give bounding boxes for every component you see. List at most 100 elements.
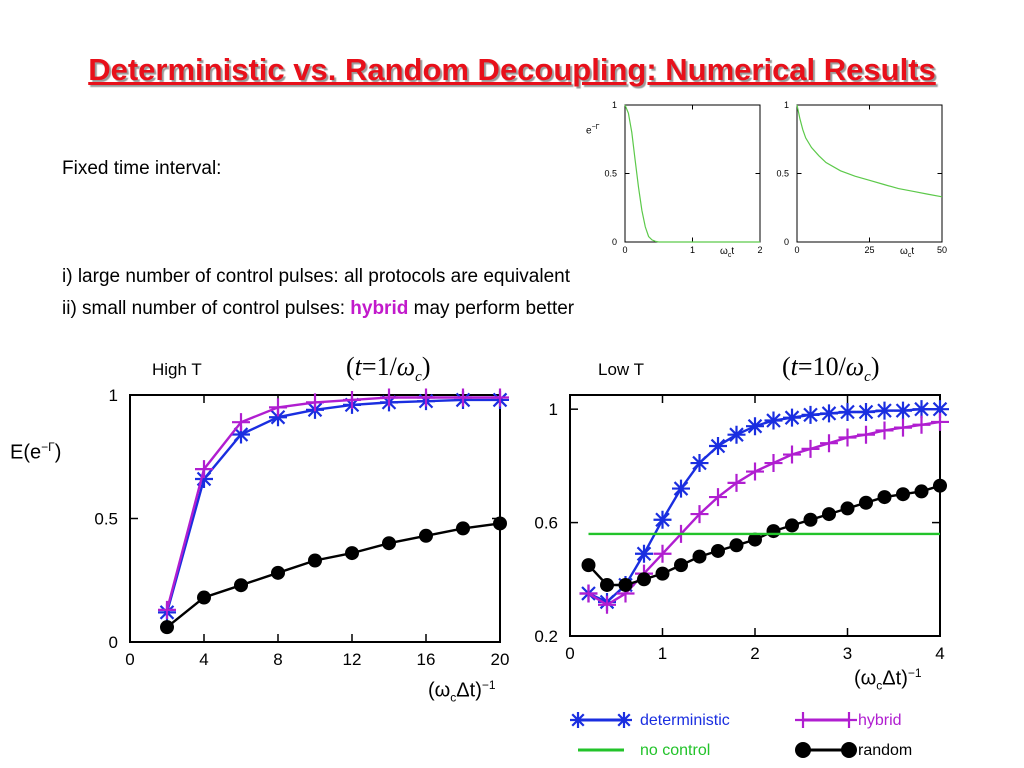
main-right-random-point — [748, 532, 762, 547]
main-right-deterministic-point — [857, 403, 875, 422]
inset-x-label-sub: c — [907, 252, 912, 259]
main-right-deterministic-point — [912, 400, 931, 419]
high-t-label: High T — [152, 360, 202, 379]
main-left-x-tick-label: 4 — [199, 650, 208, 669]
main-right-random-point — [859, 495, 873, 510]
main-left-hybrid-point — [454, 388, 472, 407]
main-left-deterministic-line — [165, 398, 500, 613]
fixed-time-text: Fixed time interval: — [62, 158, 222, 179]
point-ii-post: may perform better — [408, 298, 575, 319]
main-left-hybrid-point — [232, 413, 250, 432]
main-right-x-tick-label: 4 — [935, 644, 944, 663]
main-right-random-point — [822, 507, 836, 522]
inset-left-x-tick-label: 2 — [757, 245, 762, 255]
legend-deterministic-label: deterministic — [640, 712, 730, 729]
main-left-random-point — [493, 516, 507, 531]
main-right-hybrid-point — [820, 434, 838, 453]
main-left-x-tick-label: 16 — [417, 650, 436, 669]
main-right-hybrid-point — [746, 462, 764, 481]
x-axis-label-sub: c — [876, 678, 883, 693]
formula-omega: ω — [396, 352, 416, 381]
main-left-hybrid-point — [158, 600, 176, 619]
main-right-deterministic-point — [894, 401, 912, 420]
main-left-random-point — [345, 546, 359, 561]
main-right-deterministic-point — [875, 401, 894, 420]
main-right-hybrid-point — [931, 412, 949, 431]
main-left-random-point — [308, 553, 322, 568]
formula-sub: c — [415, 369, 422, 386]
main-right-random-point — [637, 572, 651, 587]
inset-right-y-tick-label: 1 — [784, 100, 789, 110]
main-right-deterministic-point — [746, 417, 764, 436]
inset-y-label-main: e — [586, 125, 592, 137]
main-right-random-point — [600, 577, 614, 592]
inset-left-x-tick-label: 1 — [690, 245, 695, 255]
main-right-random-point — [766, 524, 781, 539]
main-right-deterministic-point — [801, 405, 820, 424]
main-right-hybrid-point — [690, 505, 709, 524]
main-left-hybrid-point — [491, 388, 509, 407]
main-right-random-point — [803, 512, 818, 527]
x-axis-label-rest: Δt) — [882, 667, 908, 690]
main-right-y-tick-label: 0.2 — [534, 627, 558, 646]
main-right-y-tick-label: 1 — [549, 400, 558, 419]
y-axis-label-sup: −Γ — [41, 440, 55, 454]
x-axis-label-rest: Δt) — [456, 679, 482, 702]
main-right-random-point — [581, 558, 596, 573]
formula-omega: ω — [845, 352, 865, 381]
y-axis-label-close: ) — [54, 441, 62, 464]
y-axis-label: E(e−Γ) — [10, 440, 61, 465]
main-left-random-point — [419, 528, 433, 543]
main-right-hybrid-point — [579, 584, 598, 603]
inset-x-axis-label-right: ωct — [900, 246, 914, 259]
main-right-random-point — [692, 549, 707, 564]
inset-x-axis-label-left: ωct — [720, 246, 734, 259]
main-right-hybrid-point — [598, 595, 616, 614]
point-ii-highlight: hybrid — [350, 298, 409, 319]
main-right-random-point — [840, 501, 855, 516]
y-axis-label-main: E(e — [10, 441, 42, 464]
main-right-hybrid-point — [783, 445, 801, 464]
inset-x-label-main: ω — [720, 246, 728, 257]
main-right-random-point — [896, 487, 910, 502]
main-left-random-line — [166, 522, 501, 629]
inset-left-y-tick-label: 1 — [612, 100, 617, 110]
main-left-random-point — [271, 565, 285, 580]
point-ii-pre: ii) small number of control pulses: — [62, 298, 351, 319]
main-left-frame — [129, 394, 501, 643]
inset-right-y-tick-label: 0 — [784, 237, 789, 247]
x-axis-label-sup: −1 — [907, 666, 922, 680]
low-t-formula: (t=10/ωc) — [782, 352, 880, 386]
inset-x-label-rest: t — [731, 246, 735, 257]
inset-left-y-tick-label: 0.5 — [604, 169, 617, 179]
main-right-hybrid-point — [838, 428, 857, 447]
main-left-x-tick-label: 12 — [343, 650, 362, 669]
x-axis-label-main: (ω — [428, 679, 451, 702]
main-left-y-tick-label: 0 — [109, 633, 118, 652]
main-right-hybrid-point — [857, 425, 875, 444]
inset-left-frame — [624, 104, 761, 243]
legend-hybrid-marker — [841, 712, 857, 728]
main-right-random-point — [674, 558, 688, 573]
formula-t: t — [354, 352, 362, 381]
main-right-hybrid-point — [801, 439, 820, 458]
main-right-y-tick-label: 0.6 — [534, 514, 558, 533]
main-right-hybrid-point — [653, 544, 672, 563]
main-left-hybrid-point — [269, 398, 287, 417]
main-right-x-tick-label: 2 — [750, 644, 759, 663]
main-left-y-tick-label: 0.5 — [94, 509, 118, 528]
main-left-random-point — [234, 578, 248, 593]
main-right-deterministic-point — [764, 411, 783, 430]
main-left-x-tick-label: 0 — [125, 650, 134, 669]
main-right-random-point — [655, 566, 670, 581]
main-left-random-point — [197, 590, 211, 605]
inset-right-frame — [796, 104, 943, 243]
main-right-random-point — [877, 490, 892, 505]
main-right-random-point — [711, 543, 725, 558]
legend-no_control-label: no control — [640, 742, 710, 759]
main-right-deterministic-point — [709, 437, 727, 456]
main-right-x-tick-label: 0 — [565, 644, 574, 663]
main-left-y-tick-label: 1 — [109, 386, 118, 405]
main-right-hybrid-point — [894, 418, 912, 437]
main-right-deterministic-point — [838, 403, 857, 422]
